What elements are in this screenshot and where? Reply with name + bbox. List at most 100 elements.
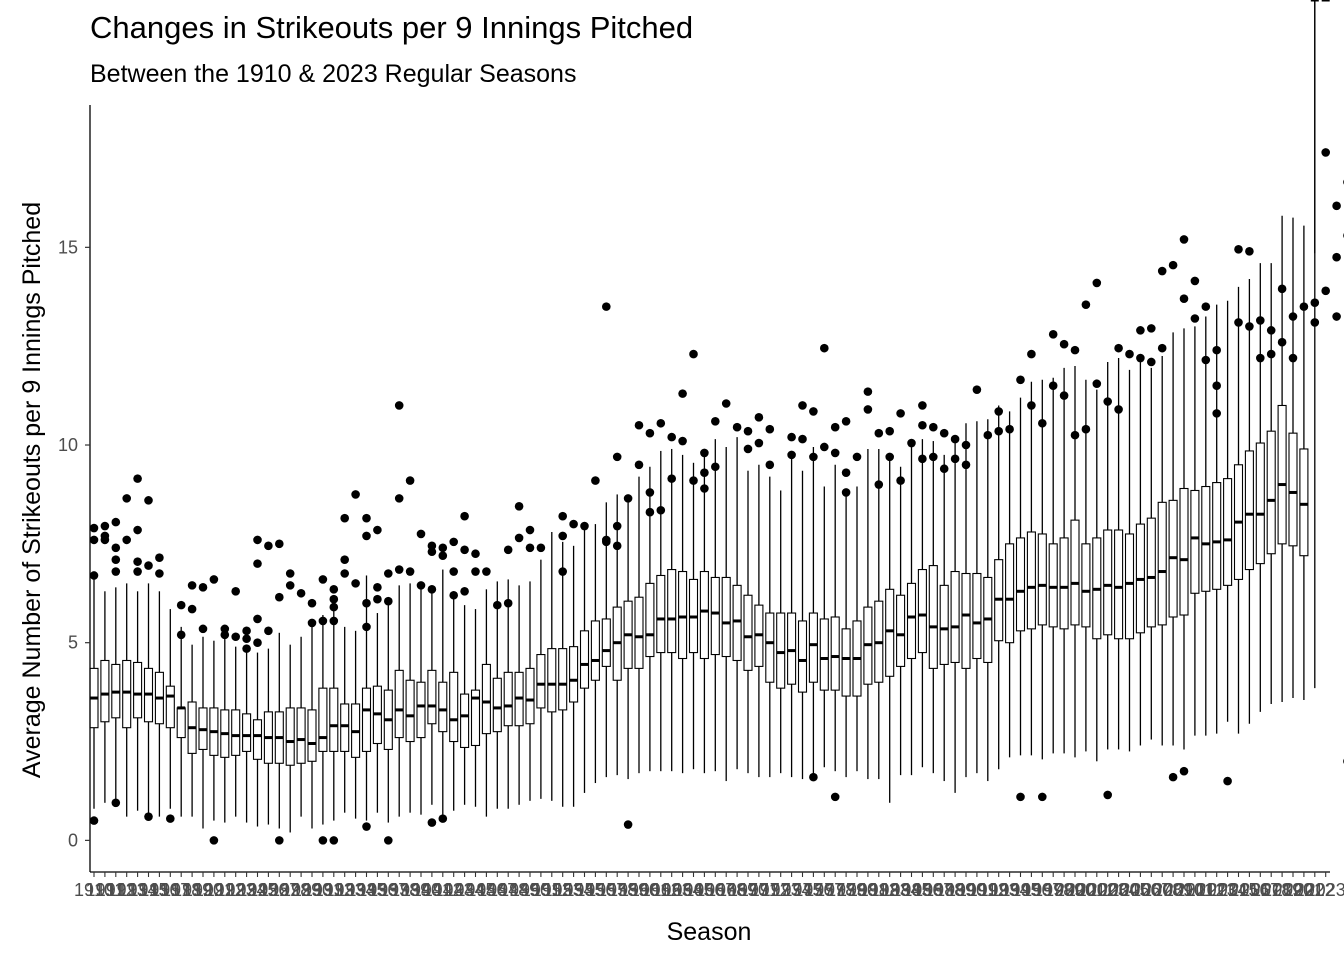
outlier-point: [1190, 314, 1200, 323]
box-1992: [983, 419, 993, 782]
outlier-point: [678, 389, 687, 398]
iqr-box: [830, 616, 840, 691]
x-tick-label: 1912: [96, 880, 136, 900]
box-1968: [721, 446, 731, 782]
outlier-point: [449, 590, 459, 600]
outlier-point: [231, 586, 240, 596]
box-1945: [470, 609, 481, 807]
x-tick-label: 1944: [445, 880, 485, 900]
outlier-point: [373, 583, 382, 592]
outlier-point: [275, 836, 284, 845]
outlier-point: [809, 452, 818, 462]
x-tick-label: 1961: [630, 880, 670, 900]
x-tick-label: 2020: [1273, 880, 1313, 900]
outlier-point: [689, 349, 698, 359]
iqr-box: [1255, 442, 1265, 565]
box-1912: [111, 587, 121, 803]
outlier-point: [285, 569, 295, 578]
box-1938: [394, 585, 404, 817]
outlier-point: [667, 432, 676, 442]
y-tick-label: 15: [58, 237, 78, 257]
x-tick-label: 1956: [575, 880, 615, 900]
box-1983: [885, 458, 895, 803]
outlier-point: [961, 460, 971, 470]
y-tick-label: 0: [68, 830, 78, 850]
outlier-point: [427, 547, 437, 557]
iqr-box: [1179, 487, 1189, 616]
box-1922: [220, 634, 230, 823]
y-tick-label: 5: [68, 633, 78, 653]
outlier-point: [1157, 266, 1167, 276]
x-tick-label: 1974: [772, 880, 812, 900]
box-1962: [656, 450, 666, 772]
outlier-point: [1157, 343, 1167, 353]
outlier-point: [471, 567, 480, 576]
outlier-point: [362, 513, 371, 523]
outlier-point: [558, 567, 567, 576]
x-tick-label: 1918: [161, 880, 201, 900]
box-1999: [1059, 367, 1069, 754]
x-tick-label: 1979: [826, 880, 866, 900]
outlier-point: [427, 541, 437, 551]
x-tick-label: 1953: [543, 880, 583, 900]
outlier-point: [482, 567, 491, 576]
outlier-point: [1059, 391, 1069, 400]
iqr-box: [100, 659, 110, 723]
x-tick-label: 1945: [455, 880, 495, 900]
outlier-point: [667, 474, 676, 483]
x-tick-label: 1919: [172, 880, 212, 900]
outlier-point: [689, 476, 698, 485]
outlier-point: [656, 505, 666, 515]
outlier-point: [176, 600, 186, 610]
x-axis-title: Season: [667, 918, 752, 946]
outlier-point: [394, 401, 404, 410]
outlier-point: [122, 494, 131, 503]
x-tick-label: 1972: [750, 880, 790, 900]
x-tick-label: 1991: [957, 880, 997, 900]
chart-title: Changes in Strikeouts per 9 Innings Pitc…: [90, 10, 694, 45]
outlier-point: [438, 543, 448, 553]
outlier-point: [612, 541, 622, 551]
outlier-point: [384, 596, 393, 606]
outlier-point: [405, 567, 415, 576]
iqr-box: [340, 703, 350, 752]
iqr-box: [1212, 482, 1222, 590]
iqr-box: [122, 659, 132, 729]
x-tick-label: 1965: [673, 880, 713, 900]
box-1946: [481, 589, 491, 817]
x-tick-label: 2004: [1099, 880, 1139, 900]
outlier-point: [1277, 284, 1287, 294]
x-tick-label: 2014: [1208, 880, 1248, 900]
iqr-box: [307, 709, 317, 762]
x-tick-label: 1963: [652, 880, 692, 900]
iqr-box: [841, 628, 851, 697]
outlier-point: [809, 407, 818, 416]
box-2016: [1244, 278, 1254, 724]
x-tick-label: 1978: [815, 880, 855, 900]
x-tick-label: 2022: [1295, 880, 1335, 900]
outlier-point: [1266, 349, 1276, 359]
outlier-point: [242, 626, 251, 636]
outlier-point: [198, 583, 208, 592]
x-tick-label: 2008: [1142, 880, 1182, 900]
box-1969: [732, 437, 742, 770]
outlier-point: [754, 438, 764, 448]
outlier-point: [209, 575, 219, 584]
outlier-point: [1212, 381, 1221, 391]
box-1923: [231, 646, 241, 817]
box-1986: [917, 439, 927, 768]
x-tick-label: 1910: [74, 880, 114, 900]
box-1970: [743, 470, 753, 774]
iqr-box: [928, 565, 938, 669]
box-1937: [383, 605, 393, 823]
box-1940: [416, 583, 426, 815]
x-tick-label: 1939: [390, 880, 430, 900]
outlier-point: [329, 616, 339, 626]
x-tick-label: 1928: [270, 880, 310, 900]
outlier-point: [798, 434, 807, 444]
box-1941: [427, 585, 437, 805]
outlier-point: [743, 426, 753, 436]
iqr-box: [1190, 489, 1200, 594]
x-tick-label: 1943: [434, 880, 474, 900]
